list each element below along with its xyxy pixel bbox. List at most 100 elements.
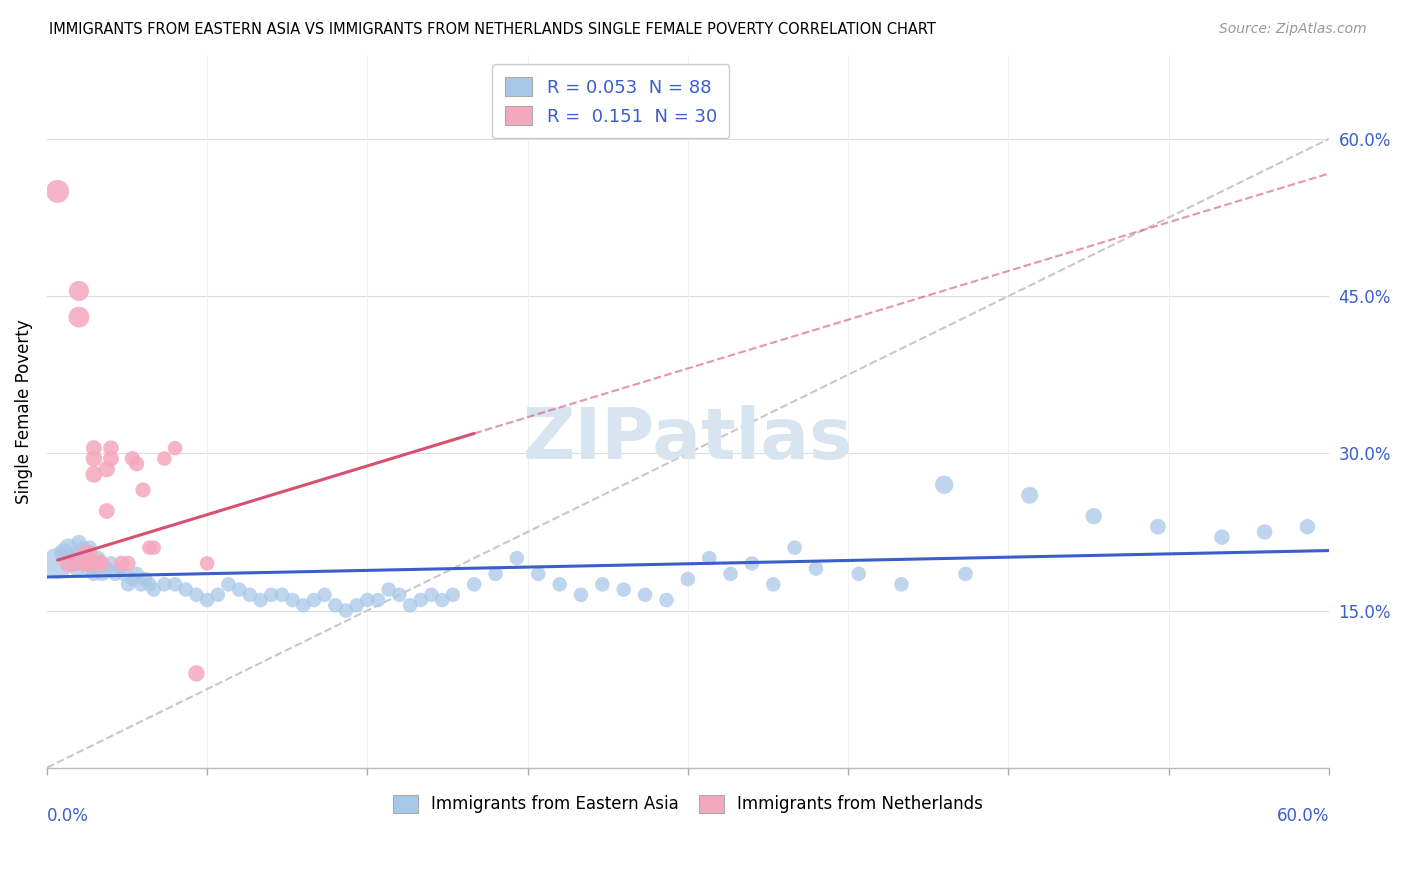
Point [346,599,368,613]
Point [720,566,742,581]
Point [46,557,69,571]
Point [66,561,89,575]
Point [591,577,613,591]
Point [63,557,86,571]
Point [142,541,165,555]
Point [79,541,101,555]
Point [934,477,956,491]
Point [804,561,827,575]
Point [634,588,657,602]
Point [63,557,86,571]
Point [117,557,139,571]
Point [399,599,422,613]
Point [218,577,240,591]
Point [186,666,208,681]
Point [1083,509,1105,524]
Point [46,185,69,199]
Point [72,541,94,555]
Point [281,593,304,607]
Point [506,551,529,566]
Point [367,593,389,607]
Point [153,451,176,466]
Point [67,284,90,298]
Point [108,561,131,575]
Point [762,577,785,591]
Text: IMMIGRANTS FROM EASTERN ASIA VS IMMIGRANTS FROM NETHERLANDS SINGLE FEMALE POVERT: IMMIGRANTS FROM EASTERN ASIA VS IMMIGRAN… [49,22,936,37]
Point [89,557,111,571]
Point [83,467,105,482]
Point [111,557,134,571]
Point [75,557,97,571]
Point [125,457,148,471]
Point [741,557,763,571]
Point [655,593,678,607]
Point [207,588,229,602]
Point [89,557,111,571]
Point [441,588,464,602]
Point [138,541,160,555]
Point [79,557,101,571]
Point [463,577,485,591]
Point [260,588,283,602]
Point [186,588,208,602]
Point [239,588,262,602]
Point [121,572,143,586]
Point [84,561,107,575]
Point [125,566,148,581]
Point [67,310,90,325]
Point [79,546,101,560]
Point [335,603,357,617]
Point [430,593,453,607]
Point [70,557,93,571]
Legend: Immigrants from Eastern Asia, Immigrants from Netherlands: Immigrants from Eastern Asia, Immigrants… [387,788,990,820]
Point [388,588,411,602]
Y-axis label: Single Female Poverty: Single Female Poverty [15,319,32,504]
Point [117,577,139,591]
Point [75,546,97,560]
Text: 0.0%: 0.0% [46,807,89,825]
Point [100,557,122,571]
Point [132,483,155,497]
Point [138,577,160,591]
Point [75,546,97,560]
Point [83,566,105,581]
Point [80,557,103,571]
Point [356,593,378,607]
Point [67,535,90,549]
Point [292,599,315,613]
Point [83,441,105,455]
Point [195,557,218,571]
Point [890,577,912,591]
Point [1147,519,1170,533]
Point [100,441,122,455]
Point [420,588,443,602]
Point [1253,524,1275,539]
Point [548,577,571,591]
Point [100,451,122,466]
Point [955,566,977,581]
Point [302,593,325,607]
Text: Source: ZipAtlas.com: Source: ZipAtlas.com [1219,22,1367,37]
Point [104,566,127,581]
Point [91,566,114,581]
Point [377,582,399,597]
Point [613,582,636,597]
Text: 60.0%: 60.0% [1277,807,1329,825]
Point [165,441,187,455]
Point [569,588,592,602]
Point [76,561,98,575]
Point [409,593,432,607]
Point [58,541,80,555]
Point [67,546,90,560]
Point [697,551,720,566]
Point [89,557,111,571]
Point [96,561,118,575]
Point [1211,530,1233,544]
Point [96,462,118,476]
Point [79,557,101,571]
Point [676,572,699,586]
Point [62,551,84,566]
Point [87,551,110,566]
Point [527,566,550,581]
Point [121,451,143,466]
